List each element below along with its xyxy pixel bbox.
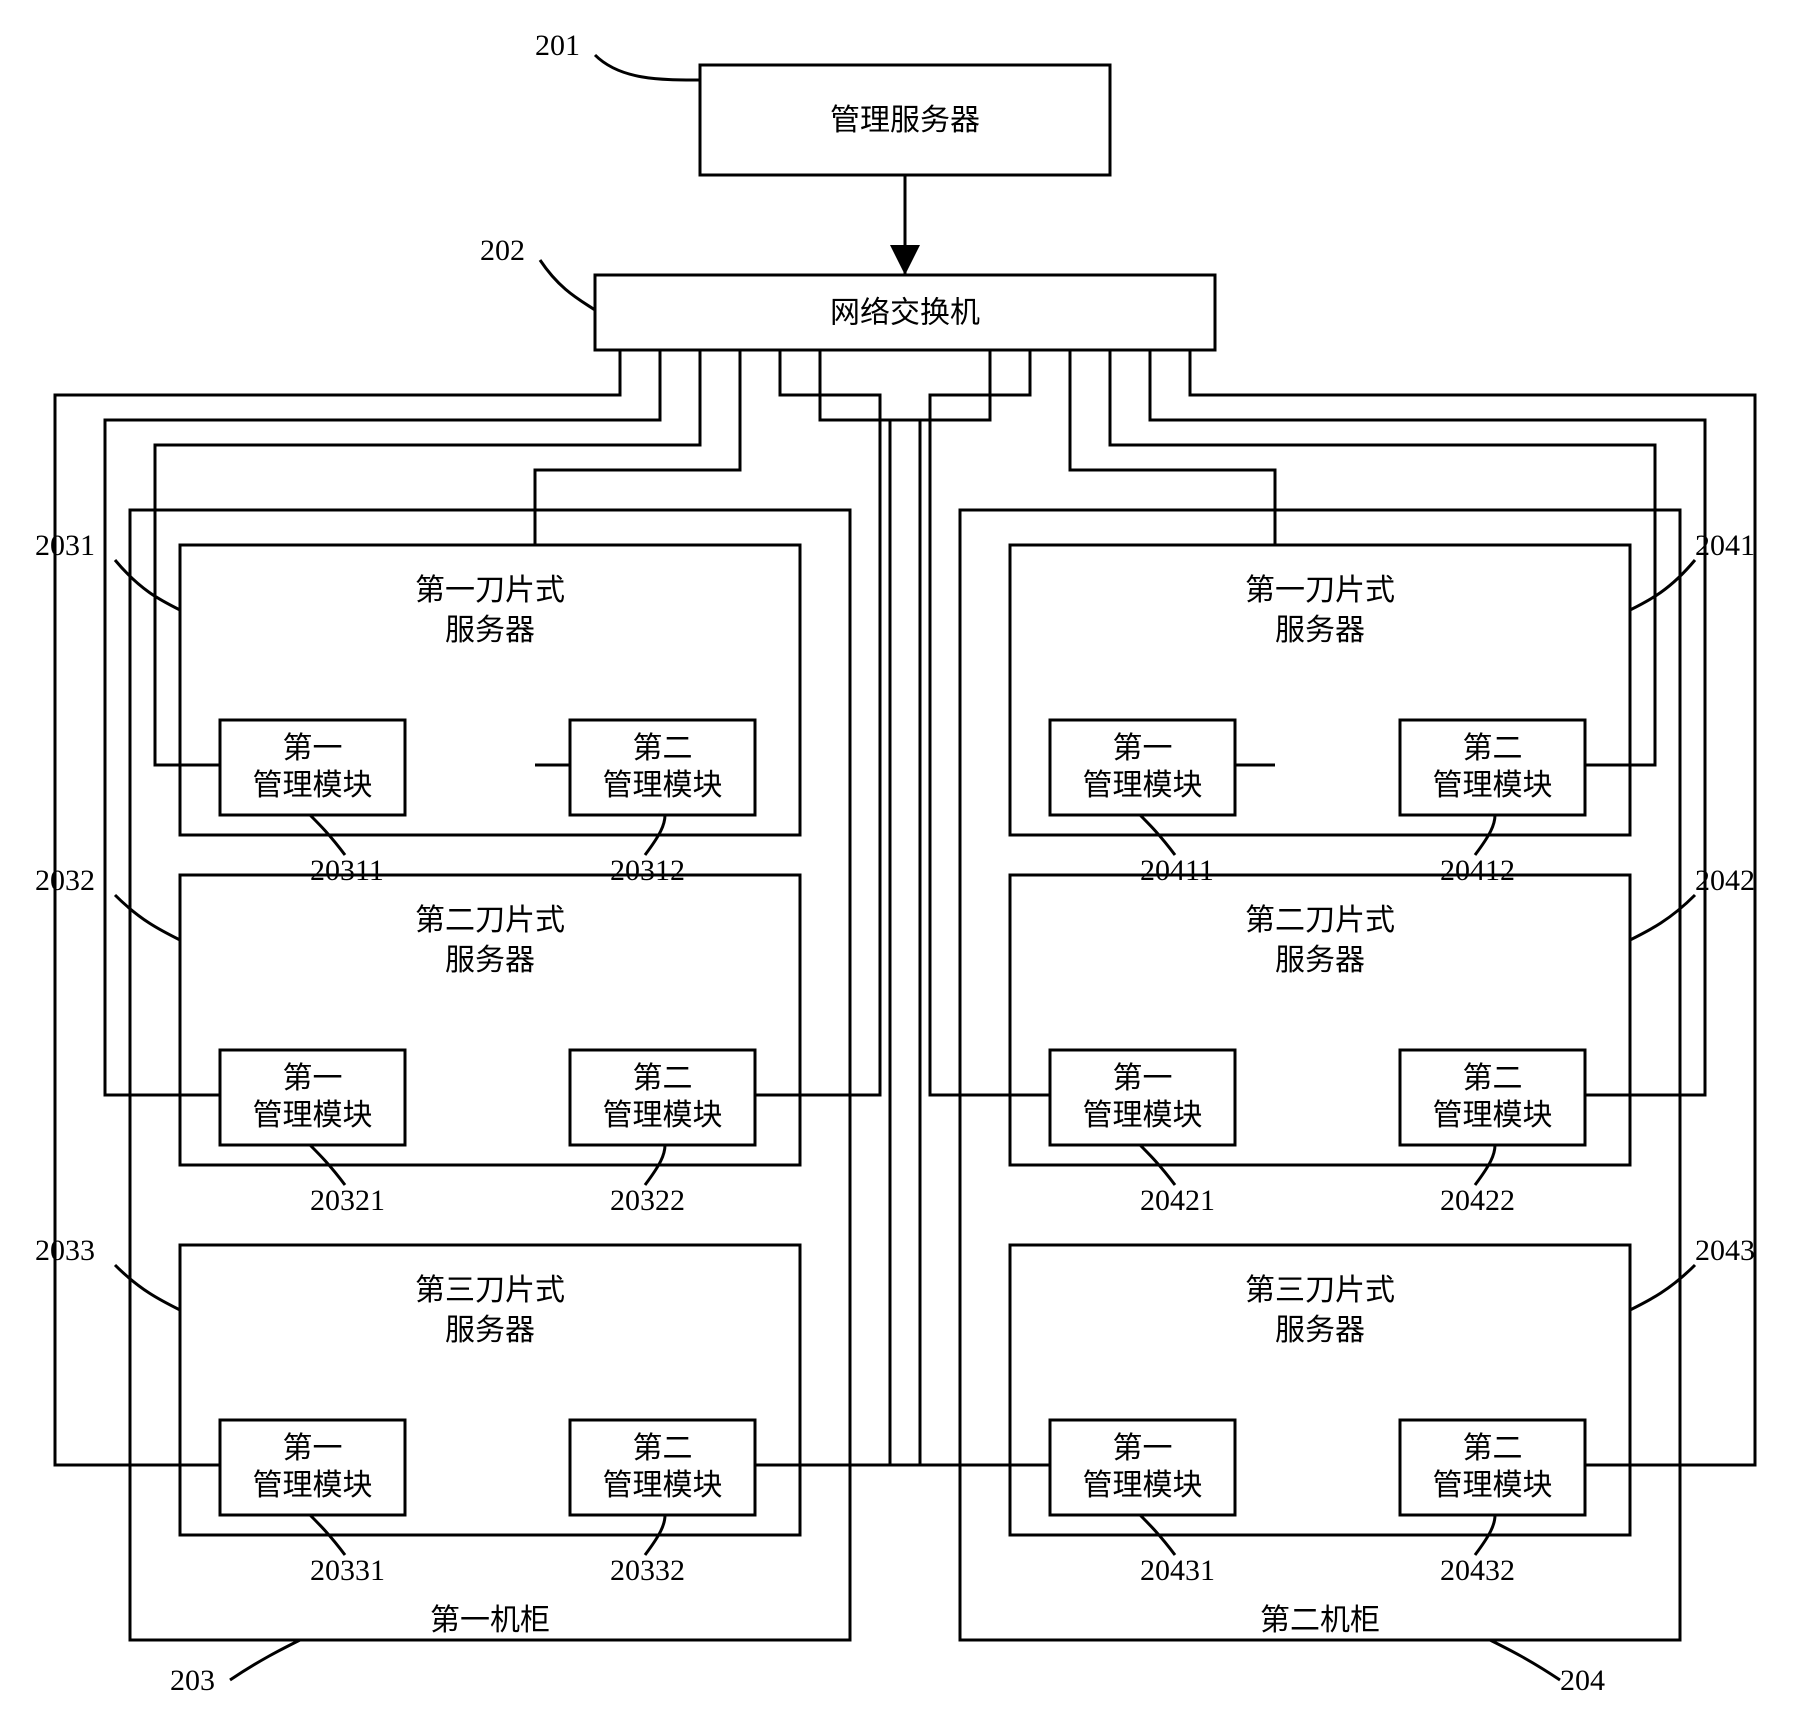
svg-text:第二: 第二 [1463,1062,1523,1095]
callout-203: 203 [170,1664,215,1697]
module-m_c2b3_2: 第二管理模块 [1400,1420,1585,1515]
svg-text:网络交换机: 网络交换机 [830,297,980,330]
network-switch: 网络交换机 [595,275,1215,350]
svg-text:管理模块: 管理模块 [1433,769,1553,802]
svg-text:第一: 第一 [1113,732,1173,765]
svg-text:服务器: 服务器 [445,614,535,647]
svg-text:第一: 第一 [283,1062,343,1095]
callout-20321: 20321 [310,1184,385,1217]
svg-text:第二刀片式: 第二刀片式 [415,904,565,937]
module-m_c2b2_2: 第二管理模块 [1400,1050,1585,1145]
mgmt-server: 管理服务器 [700,65,1110,175]
svg-text:管理模块: 管理模块 [253,1099,373,1132]
svg-text:第二刀片式: 第二刀片式 [1245,904,1395,937]
callout-20422: 20422 [1440,1184,1515,1217]
svg-text:第一刀片式: 第一刀片式 [1245,574,1395,607]
callout-2033: 2033 [35,1234,95,1267]
callout-leader [115,1265,180,1310]
callout-20421: 20421 [1140,1184,1215,1217]
callout-20311: 20311 [310,854,384,887]
svg-text:服务器: 服务器 [1275,1314,1365,1347]
svg-text:第一: 第一 [283,732,343,765]
svg-text:第三刀片式: 第三刀片式 [415,1274,565,1307]
svg-text:服务器: 服务器 [1275,944,1365,977]
svg-text:管理模块: 管理模块 [1083,1469,1203,1502]
callout-2043: 2043 [1695,1234,1755,1267]
svg-text:管理模块: 管理模块 [1083,769,1203,802]
module-m_c1b1_2: 第二管理模块 [570,720,755,815]
module-m_c1b3_1: 第一管理模块 [220,1420,405,1515]
svg-text:第一: 第一 [1113,1062,1173,1095]
callout-2032: 2032 [35,864,95,897]
svg-text:管理模块: 管理模块 [603,769,723,802]
svg-text:第一: 第一 [283,1432,343,1465]
callout-20431: 20431 [1140,1554,1215,1587]
callout-20411: 20411 [1140,854,1214,887]
module-m_c2b1_2: 第二管理模块 [1400,720,1585,815]
callout-20331: 20331 [310,1554,385,1587]
module-m_c2b1_1: 第一管理模块 [1050,720,1235,815]
svg-text:管理模块: 管理模块 [603,1469,723,1502]
svg-text:第一刀片式: 第一刀片式 [415,574,565,607]
svg-text:管理模块: 管理模块 [253,769,373,802]
callout-2042: 2042 [1695,864,1755,897]
callout-20312: 20312 [610,854,685,887]
svg-text:第二: 第二 [1463,732,1523,765]
callout-2031: 2031 [35,529,95,562]
svg-text:服务器: 服务器 [445,944,535,977]
callout-leader [1490,1640,1560,1680]
module-m_c1b2_1: 第一管理模块 [220,1050,405,1145]
callout-leader [1630,1265,1695,1310]
callout-202: 202 [480,234,525,267]
cabinet1-title: 第一机柜 [430,1604,550,1637]
svg-text:第二: 第二 [1463,1432,1523,1465]
module-m_c2b3_1: 第一管理模块 [1050,1420,1235,1515]
callout-20432: 20432 [1440,1554,1515,1587]
callout-leader [115,895,180,940]
svg-text:第二: 第二 [633,732,693,765]
callout-leader [540,260,595,310]
module-m_c1b3_2: 第二管理模块 [570,1420,755,1515]
callout-204: 204 [1560,1664,1605,1697]
svg-text:管理模块: 管理模块 [1433,1099,1553,1132]
callout-20322: 20322 [610,1184,685,1217]
module-m_c1b1_1: 第一管理模块 [220,720,405,815]
svg-text:第二: 第二 [633,1432,693,1465]
diagram-svg: 管理服务器网络交换机第一机柜第二机柜第一刀片式服务器第二刀片式服务器第三刀片式服… [0,0,1810,1707]
svg-text:管理模块: 管理模块 [253,1469,373,1502]
svg-text:管理模块: 管理模块 [1083,1099,1203,1132]
callout-leader [230,1640,300,1680]
svg-text:服务器: 服务器 [445,1314,535,1347]
svg-text:管理模块: 管理模块 [1433,1469,1553,1502]
callout-leader [1630,895,1695,940]
svg-text:第三刀片式: 第三刀片式 [1245,1274,1395,1307]
callout-leader [595,55,700,80]
module-m_c2b2_1: 第一管理模块 [1050,1050,1235,1145]
callout-20412: 20412 [1440,854,1515,887]
callout-leader [115,560,180,610]
svg-text:管理服务器: 管理服务器 [830,104,980,137]
callout-20332: 20332 [610,1554,685,1587]
module-m_c1b2_2: 第二管理模块 [570,1050,755,1145]
svg-text:管理模块: 管理模块 [603,1099,723,1132]
svg-text:第一: 第一 [1113,1432,1173,1465]
svg-text:服务器: 服务器 [1275,614,1365,647]
cabinet2-title: 第二机柜 [1260,1604,1380,1637]
svg-text:第二: 第二 [633,1062,693,1095]
callout-leader [1630,560,1695,610]
callout-2041: 2041 [1695,529,1755,562]
callout-201: 201 [535,29,580,62]
